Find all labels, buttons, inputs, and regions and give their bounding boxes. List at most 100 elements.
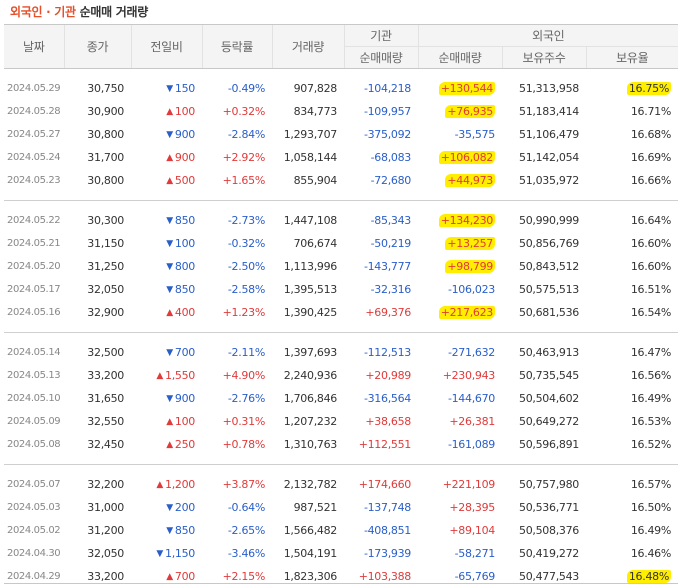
cell-foreign-holdings: 50,596,891 (502, 433, 586, 456)
foreign-net-value: +89,104 (449, 524, 495, 537)
down-arrow-icon: ▼ (166, 526, 173, 536)
institution-net-value: +20,989 (365, 369, 411, 382)
cell-foreign-ratio: 16.54% (586, 301, 678, 324)
spacer-cell (4, 333, 678, 342)
cell-close: 32,200 (64, 473, 131, 496)
cell-foreign-holdings: 51,183,414 (502, 100, 586, 123)
cell-rate: -2.58% (202, 278, 272, 301)
down-arrow-icon: ▼ (166, 262, 173, 272)
cell-institution-net: +112,551 (344, 433, 418, 456)
cell-close: 32,050 (64, 542, 131, 565)
down-arrow-icon: ▼ (166, 503, 173, 513)
cell-foreign-net: +26,381 (418, 410, 502, 433)
panel-title: 외국인 · 기관 순매매 거래량 (10, 2, 148, 22)
up-arrow-icon: ▲ (166, 176, 173, 186)
cell-close: 30,300 (64, 209, 131, 232)
cell-foreign-ratio: 16.49% (586, 519, 678, 542)
institution-net-value: -316,564 (364, 392, 411, 405)
cell-foreign-net: -58,271 (418, 542, 502, 565)
cell-foreign-net: -106,023 (418, 278, 502, 301)
foreign-net-value: +134,230 (439, 214, 495, 227)
cell-change: ▼850 (131, 519, 202, 542)
cell-volume: 1,293,707 (272, 123, 344, 146)
cell-foreign-ratio: 16.69% (586, 146, 678, 169)
cell-volume: 2,132,782 (272, 473, 344, 496)
cell-close: 32,900 (64, 301, 131, 324)
cell-foreign-ratio: 16.50% (586, 496, 678, 519)
cell-foreign-net: +98,799 (418, 255, 502, 278)
header-foreign-holdings: 보유주수 (502, 47, 586, 69)
group-spacer (4, 465, 678, 474)
cell-institution-net: +69,376 (344, 301, 418, 324)
change-value: 850 (175, 524, 195, 537)
cell-foreign-ratio: 16.53% (586, 410, 678, 433)
cell-foreign-net: +13,257 (418, 232, 502, 255)
cell-rate: +0.31% (202, 410, 272, 433)
change-value: 250 (175, 438, 195, 451)
cell-date: 2024.05.29 (4, 77, 64, 100)
foreign-ratio-value: 16.51% (631, 283, 671, 296)
cell-volume: 2,240,936 (272, 364, 344, 387)
institution-net-value: +103,388 (359, 570, 411, 583)
change-value: 900 (175, 128, 195, 141)
cell-foreign-net: +134,230 (418, 209, 502, 232)
cell-close: 31,000 (64, 496, 131, 519)
cell-foreign-ratio: 16.71% (586, 100, 678, 123)
cell-institution-net: -109,957 (344, 100, 418, 123)
divider-cell (4, 456, 678, 465)
institution-net-value: -143,777 (364, 260, 411, 273)
up-arrow-icon: ▲ (156, 371, 163, 381)
cell-change: ▲500 (131, 169, 202, 192)
cell-institution-net: -104,218 (344, 77, 418, 100)
cell-institution-net: -173,939 (344, 542, 418, 565)
cell-volume: 987,521 (272, 496, 344, 519)
foreign-net-value: +76,935 (445, 105, 495, 118)
cell-change: ▲700 (131, 565, 202, 588)
foreign-net-value: -35,575 (455, 128, 495, 141)
cell-close: 32,500 (64, 341, 131, 364)
cell-volume: 1,310,763 (272, 433, 344, 456)
cell-rate: +2.15% (202, 565, 272, 588)
cell-close: 30,900 (64, 100, 131, 123)
foreign-net-value: +28,395 (449, 501, 495, 514)
foreign-net-value: +230,943 (443, 369, 495, 382)
spacer-cell (4, 201, 678, 210)
cell-volume: 1,823,306 (272, 565, 344, 588)
cell-date: 2024.04.30 (4, 542, 64, 565)
foreign-ratio-value: 16.60% (631, 237, 671, 250)
foreign-ratio-value: 16.49% (631, 524, 671, 537)
cell-rate: +0.78% (202, 433, 272, 456)
cell-volume: 1,447,108 (272, 209, 344, 232)
cell-institution-net: +38,658 (344, 410, 418, 433)
cell-volume: 1,566,482 (272, 519, 344, 542)
change-value: 1,150 (165, 547, 195, 560)
cell-institution-net: -72,680 (344, 169, 418, 192)
foreign-ratio-value: 16.56% (631, 369, 671, 382)
change-value: 850 (175, 214, 195, 227)
institution-net-value: -50,219 (371, 237, 411, 250)
divider-cell (4, 324, 678, 333)
institution-net-value: -112,513 (364, 346, 411, 359)
cell-close: 33,200 (64, 364, 131, 387)
cell-volume: 834,773 (272, 100, 344, 123)
foreign-ratio-value: 16.71% (631, 105, 671, 118)
cell-institution-net: -143,777 (344, 255, 418, 278)
down-arrow-icon: ▼ (166, 239, 173, 249)
foreign-ratio-value: 16.50% (631, 501, 671, 514)
cell-foreign-holdings: 50,463,913 (502, 341, 586, 364)
cell-foreign-ratio: 16.64% (586, 209, 678, 232)
cell-change: ▼800 (131, 255, 202, 278)
cell-foreign-ratio: 16.68% (586, 123, 678, 146)
change-value: 850 (175, 283, 195, 296)
foreign-ratio-value: 16.60% (631, 260, 671, 273)
cell-institution-net: -137,748 (344, 496, 418, 519)
cell-foreign-holdings: 50,649,272 (502, 410, 586, 433)
cell-foreign-holdings: 50,735,545 (502, 364, 586, 387)
